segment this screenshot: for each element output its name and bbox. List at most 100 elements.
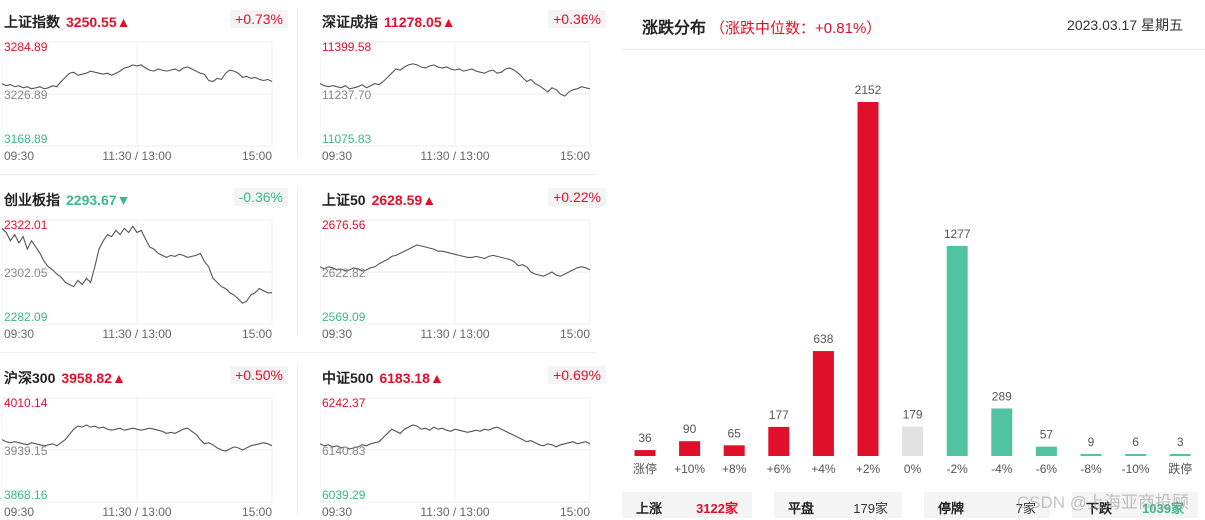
bar-category-label: +2% (856, 462, 881, 476)
trend-arrow-icon: ▼ (116, 192, 131, 208)
bar-category-label: -2% (947, 462, 969, 476)
time-start-label: 09:30 (4, 327, 34, 341)
index-card[interactable]: 上证50 2628.59▲ +0.22% 2676.56 2622.82 2569.09 0… (320, 184, 610, 354)
column-divider (297, 8, 298, 158)
summary-label: 下跌 (1086, 501, 1113, 516)
index-card[interactable]: 上证指数 3250.55▲ +0.73% 3284.89 3226.89 3168.89 0… (2, 6, 292, 176)
summary-label: 停牌 (938, 501, 965, 516)
index-header: 上证50 2628.59▲ +0.22% (320, 188, 610, 210)
index-change: -0.36% (233, 188, 288, 206)
price-mid-label: 3226.89 (4, 88, 48, 102)
price-low-label: 3168.89 (4, 132, 48, 146)
bar-category-label: +4% (811, 462, 836, 476)
intraday-chart: 3284.89 3226.89 3168.89 09:30 11:30 / 13:00 1… (2, 40, 273, 163)
trend-arrow-icon: ▲ (422, 192, 437, 208)
index-change: +0.69% (548, 366, 606, 384)
time-start-label: 09:30 (322, 505, 352, 519)
time-mid-label: 11:30 / 13:00 (102, 327, 171, 341)
time-mid-label: 11:30 / 13:00 (420, 149, 489, 163)
summary-count: 1039家 (1142, 501, 1184, 516)
bar-category-label: +10% (674, 462, 705, 476)
distribution-bar (1169, 454, 1191, 456)
summary-label: 上涨 (636, 501, 663, 516)
summary-box: 上涨 3122家 (622, 492, 752, 518)
bar-value-label: 289 (992, 389, 1012, 403)
price-line (320, 424, 591, 450)
distribution-bar-chart: 36 涨停 90 +10% 65 +8% 177 +6% 638 +4% 2152 +2% 179 0% 1… (633, 83, 1192, 476)
price-low-label: 2282.09 (4, 310, 48, 324)
trade-date: 2023.03.17 星期五 (1067, 17, 1183, 33)
time-mid-label: 11:30 / 13:00 (102, 149, 171, 163)
trend-arrow-icon: ▲ (111, 370, 126, 386)
price-line (320, 63, 591, 97)
trend-arrow-icon: ▲ (441, 14, 456, 30)
index-change: +0.50% (230, 366, 288, 384)
watermark: CSDN @上海亚商投顾 (1016, 493, 1189, 512)
distribution-subtitle: （涨跌中位数：+0.81%） (710, 20, 882, 37)
summary-count: 7家 (1015, 501, 1036, 516)
index-name: 中证500 6183.18▲ (322, 370, 444, 386)
bar-value-label: 36 (638, 431, 652, 445)
bar-category-label: 涨停 (633, 461, 657, 476)
price-line (320, 244, 591, 277)
index-value: 11278.05▲ (384, 14, 456, 30)
summary-label: 平盘 (788, 501, 815, 516)
time-end-label: 15:00 (242, 327, 272, 341)
distribution-title: 涨跌分布 （涨跌中位数：+0.81%） (642, 20, 882, 37)
time-start-label: 09:30 (322, 327, 352, 341)
bar-value-label: 638 (813, 332, 833, 346)
index-value: 6183.18▲ (379, 370, 444, 386)
intraday-chart: 2322.01 2302.05 2282.09 09:30 11:30 / 13:00 1… (2, 218, 273, 341)
bar-category-label: +6% (767, 462, 792, 476)
index-value: 3250.55▲ (66, 14, 131, 30)
intraday-chart: 2676.56 2622.82 2569.09 09:30 11:30 / 13:00 1… (320, 218, 591, 341)
index-name: 创业板指 2293.67▼ (4, 192, 131, 208)
index-card[interactable]: 中证500 6183.18▲ +0.69% 6242.37 6140.83 6039.29… (320, 362, 610, 520)
distribution-bar (768, 426, 790, 456)
price-mid-label: 3939.15 (4, 444, 48, 458)
index-value: 2293.67▼ (66, 192, 131, 208)
time-start-label: 09:30 (322, 149, 352, 163)
bar-value-label: 90 (683, 422, 697, 436)
index-change: +0.22% (548, 188, 606, 206)
summary-box: 下跌 1039家 (1072, 492, 1198, 518)
intraday-chart: 11399.58 11237.70 11075.83 09:30 11:30 / 13:… (320, 40, 591, 163)
time-start-label: 09:30 (4, 149, 34, 163)
column-divider (297, 364, 298, 514)
bar-value-label: 1277 (944, 227, 971, 241)
distribution-bar (1035, 446, 1057, 456)
price-mid-label: 2302.05 (4, 266, 48, 280)
index-change: +0.36% (548, 10, 606, 28)
intraday-chart: 4010.14 3939.15 3868.16 09:30 11:30 / 13:00 1… (2, 396, 273, 519)
bar-value-label: 179 (903, 408, 923, 422)
distribution-bar (723, 445, 745, 456)
time-start-label: 09:30 (4, 505, 34, 519)
price-mid-label: 6140.83 (322, 444, 366, 458)
distribution-panel: 涨跌分布 （涨跌中位数：+0.81%） 2023.03.17 星期五 36 涨停 90… (622, 0, 1205, 520)
distribution-bar (991, 408, 1013, 456)
bar-value-label: 57 (1040, 428, 1054, 442)
index-header: 创业板指 2293.67▼ -0.36% (2, 188, 292, 210)
distribution-bar (902, 426, 924, 456)
index-card[interactable]: 深证成指 11278.05▲ +0.36% 11399.58 11237.70 11075… (320, 6, 610, 176)
index-value: 2628.59▲ (371, 192, 437, 208)
time-end-label: 15:00 (242, 149, 272, 163)
index-change: +0.73% (230, 10, 288, 28)
index-card[interactable]: 沪深300 3958.82▲ +0.50% 4010.14 3939.15 3868.16… (2, 362, 292, 520)
index-card[interactable]: 创业板指 2293.67▼ -0.36% 2322.01 2302.05 2282.09 0… (2, 184, 292, 354)
bar-value-label: 65 (728, 426, 742, 440)
bar-value-label: 177 (769, 408, 789, 422)
price-high-label: 2676.56 (322, 218, 366, 232)
bar-category-label: +8% (722, 462, 747, 476)
price-high-label: 11399.58 (322, 40, 371, 54)
summary-box: 停牌 7家 (924, 492, 1050, 518)
index-header: 深证成指 11278.05▲ +0.36% (320, 10, 610, 32)
index-name: 沪深300 3958.82▲ (4, 370, 126, 386)
intraday-chart: 6242.37 6140.83 6039.29 09:30 11:30 / 13:00 1… (320, 396, 591, 519)
bar-value-label: 2152 (855, 83, 882, 97)
index-header: 中证500 6183.18▲ +0.69% (320, 366, 610, 388)
price-high-label: 6242.37 (322, 396, 366, 410)
price-line (2, 64, 273, 90)
index-value: 3958.82▲ (61, 370, 126, 386)
bar-category-label: 0% (904, 462, 922, 476)
